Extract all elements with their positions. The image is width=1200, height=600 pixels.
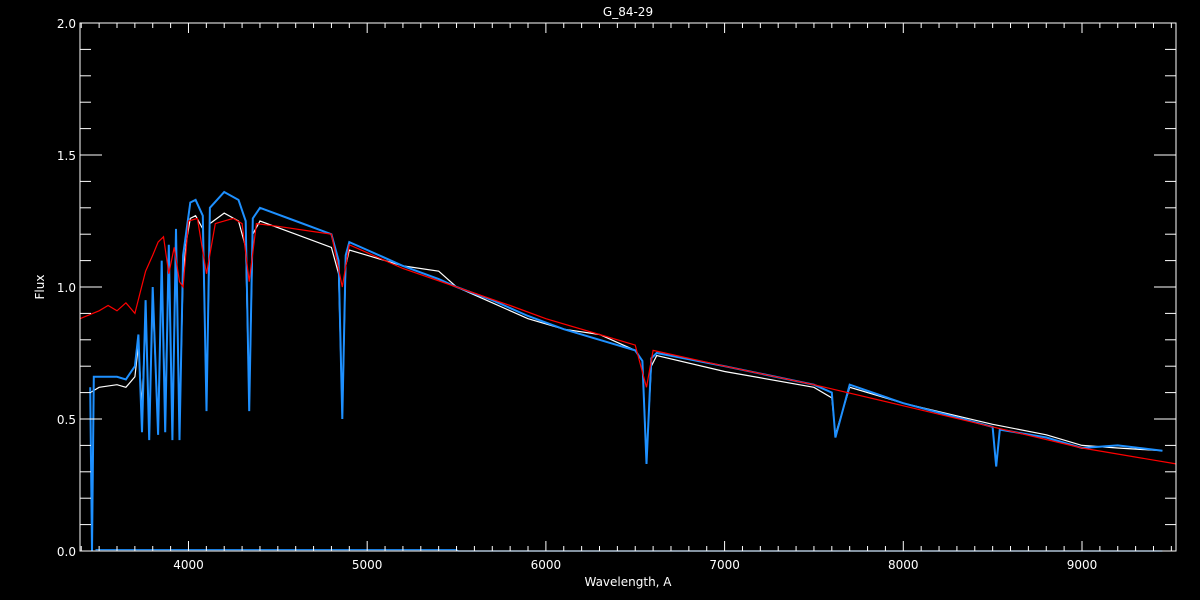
plot-frame <box>79 22 1177 552</box>
y-axis-label: Flux <box>33 275 47 300</box>
x-tick-label: 9000 <box>1067 558 1098 572</box>
series-line-2 <box>79 217 1177 465</box>
y-tick-label: 0.0 <box>57 545 76 559</box>
x-tick-label: 4000 <box>173 558 204 572</box>
x-tick-label: 7000 <box>709 558 740 572</box>
y-tick-label: 1.0 <box>57 281 76 295</box>
y-tick-label: 2.0 <box>57 17 76 31</box>
chart-title: G_84-29 <box>603 5 653 19</box>
x-tick-label: 5000 <box>352 558 383 572</box>
x-tick-label: 6000 <box>531 558 562 572</box>
x-axis-label: Wavelength, A <box>584 575 672 589</box>
y-tick-label: 1.5 <box>57 149 76 163</box>
y-tick-label: 0.5 <box>57 413 76 427</box>
series-line-1 <box>89 190 1163 552</box>
x-tick-label: 8000 <box>888 558 919 572</box>
